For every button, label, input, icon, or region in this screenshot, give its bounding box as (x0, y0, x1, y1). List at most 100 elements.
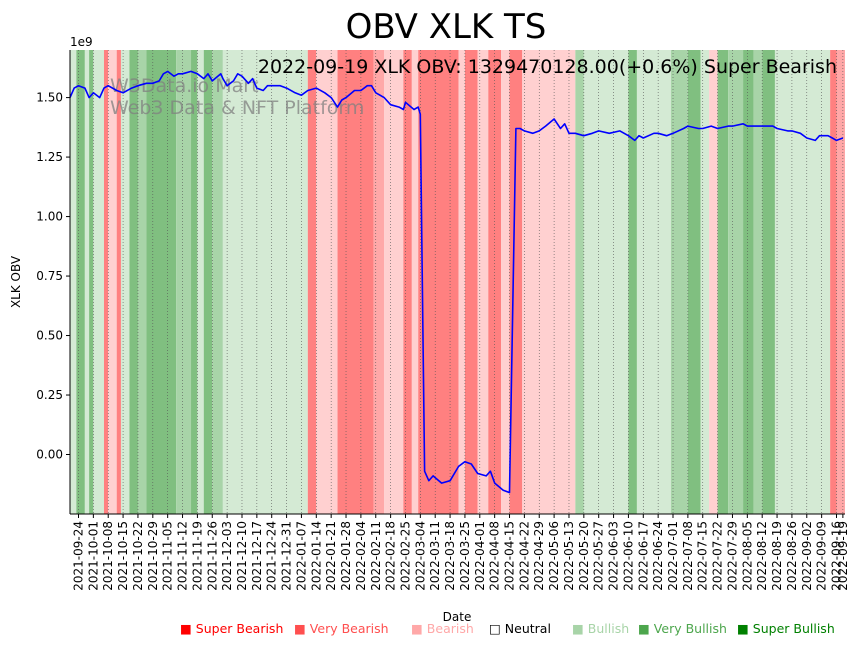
x-tick-label: 2021-12-24 (265, 521, 279, 591)
x-tick-label: 2022-08-26 (785, 521, 799, 591)
x-tick-label: 2021-12-17 (250, 521, 264, 591)
x-tick-label: 2022-06-24 (651, 521, 665, 591)
signal-band (212, 50, 223, 514)
signal-band (717, 50, 729, 514)
legend-entry: ■ Super Bearish (180, 621, 283, 636)
signal-band (830, 50, 837, 514)
legend-entry: □ Neutral (489, 621, 551, 636)
signal-band (146, 50, 177, 514)
signal-band (116, 50, 121, 514)
y-tick-label: 1.00 (36, 210, 63, 224)
signal-band (575, 50, 584, 514)
x-tick-label: 2021-11-26 (205, 521, 219, 591)
x-tick-label: 2021-11-19 (190, 521, 204, 591)
x-tick-label: 2022-05-06 (547, 521, 561, 591)
y-ticks: 0.00 0.25 0.50 0.75 1.00 1.25 1.50 (36, 91, 70, 462)
x-tick-label: 2021-10-15 (116, 521, 130, 591)
x-axis-label: Date (443, 610, 472, 624)
x-tick-label: 2021-10-22 (131, 521, 145, 591)
legend-label: Neutral (505, 621, 551, 636)
x-tick-label: 2022-03-18 (443, 521, 457, 591)
legend-label: Very Bearish (310, 621, 389, 636)
signal-band (373, 50, 385, 514)
x-tick-label: 2022-08-12 (755, 521, 769, 591)
signal-band (477, 50, 489, 514)
x-tick-label: 2021-10-08 (101, 521, 115, 591)
signal-band (700, 50, 710, 514)
signal-band (89, 50, 94, 514)
x-tick-label: 2022-02-25 (398, 521, 412, 591)
y-tick-label: 1.25 (36, 150, 63, 164)
legend-entry: ■ Very Bullish (638, 621, 727, 636)
x-tick-label: 2022-05-20 (577, 521, 591, 591)
signal-band (84, 50, 90, 514)
x-tick-label: 2022-06-10 (621, 521, 635, 591)
legend-label: Bullish (588, 621, 629, 636)
x-tick-label: 2022-01-14 (309, 521, 323, 591)
x-tick-label: 2021-11-12 (176, 521, 190, 591)
x-tick-label: 2022-06-17 (636, 521, 650, 591)
signal-band (108, 50, 117, 514)
legend-marker: ■ (737, 621, 753, 636)
x-tick-label: 2022-05-13 (562, 521, 576, 591)
signal-band (501, 50, 510, 514)
legend-marker: ■ (411, 621, 427, 636)
x-tick-label: 2022-02-18 (384, 521, 398, 591)
x-tick-label: 2021-12-03 (220, 521, 234, 591)
signal-band (836, 50, 845, 514)
x-tick-label: 2022-08-05 (740, 521, 754, 591)
x-tick-label: 2022-09-16 (830, 521, 844, 591)
legend-entry: ■ Bearish (411, 621, 474, 636)
x-tick-label: 2022-07-08 (681, 521, 695, 591)
signal-band (509, 50, 523, 514)
watermark: W3Data.io Mart Web3 Data & NFT Platform (110, 75, 364, 119)
signal-band (120, 50, 130, 514)
legend-marker: □ (489, 621, 505, 636)
signal-band (222, 50, 308, 514)
signal-band (76, 50, 85, 514)
x-tick-label: 2022-07-29 (725, 521, 739, 591)
x-tick-label: 2022-04-08 (488, 521, 502, 591)
x-tick-label: 2022-08-19 (770, 521, 784, 591)
legend-label: Bearish (427, 621, 474, 636)
x-tick-label: 2022-04-15 (503, 521, 517, 591)
legend-entry: ■ Very Bearish (294, 621, 389, 636)
legend-label: Super Bearish (196, 621, 284, 636)
axes (69, 50, 845, 515)
legend-entry: ■ Super Bullish (737, 621, 835, 636)
watermark-line-1: W3Data.io Mart (110, 75, 259, 97)
signal-band (191, 50, 198, 514)
legend-marker: ■ (638, 621, 654, 636)
signal-band (670, 50, 688, 514)
legend: ■ Super Bearish ■ Very Bearish ■ Bearish □ … (180, 621, 835, 636)
x-tick-label: 2022-02-04 (354, 521, 368, 591)
signal-band (762, 50, 775, 514)
chart-title: OBV XLK TS (346, 7, 547, 47)
signal-band (583, 50, 629, 514)
signal-band (774, 50, 831, 514)
signal-band (458, 50, 465, 514)
x-tick-label: 2021-12-31 (280, 521, 294, 591)
signal-band (728, 50, 744, 514)
signal-band (628, 50, 637, 514)
x-tick-label: 2022-04-29 (532, 521, 546, 591)
x-tick-label: 2021-10-01 (86, 521, 100, 591)
y-tick-label: 0.25 (36, 388, 63, 402)
y-tick-label: 0.50 (36, 329, 63, 343)
x-tick-label: 2021-09-24 (71, 521, 85, 591)
y-axis-label: XLK OBV (9, 255, 23, 308)
x-tick-label: 2022-01-21 (324, 521, 338, 591)
x-tick-label: 2022-05-27 (592, 521, 606, 591)
x-tick-label: 2022-03-25 (458, 521, 472, 591)
signal-band (743, 50, 754, 514)
legend-label: Super Bullish (753, 621, 835, 636)
signal-band (522, 50, 576, 514)
chart-annotation: 2022-09-19 XLK OBV: 1329470128.00(+0.6%)… (258, 56, 837, 78)
x-tick-label: 2022-09-09 (815, 521, 829, 591)
signal-band (464, 50, 478, 514)
legend-marker: ■ (180, 621, 196, 636)
x-tick-label: 2022-07-22 (711, 521, 725, 591)
x-tick-label: 2022-07-15 (696, 521, 710, 591)
y-tick-label: 0.00 (36, 448, 63, 462)
signal-band (411, 50, 419, 514)
